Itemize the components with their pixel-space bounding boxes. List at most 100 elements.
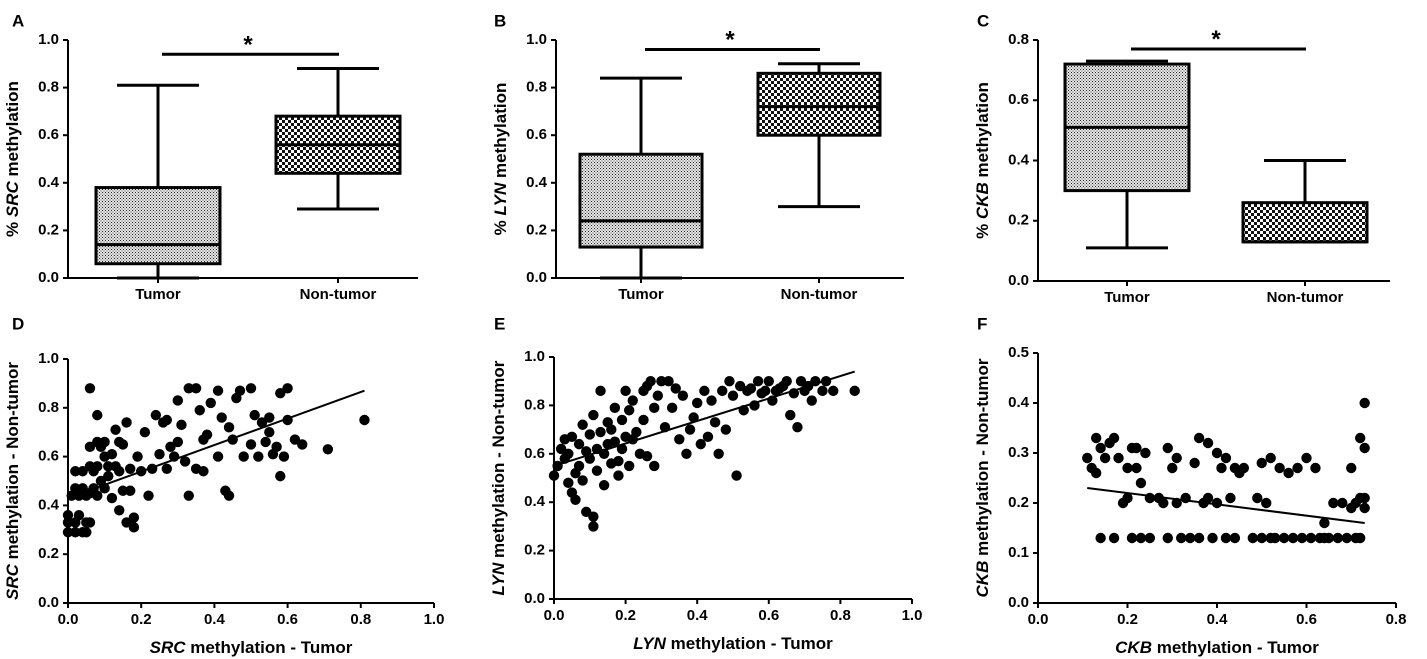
data-point	[1359, 492, 1370, 504]
y-tick-label: 1.0	[38, 350, 59, 367]
data-point	[150, 409, 162, 421]
panel-letter: E	[494, 314, 505, 333]
data-point	[623, 405, 635, 416]
data-point	[623, 460, 635, 472]
data-point	[1238, 462, 1250, 474]
data-point	[165, 441, 176, 453]
data-point	[84, 517, 96, 528]
data-point	[125, 463, 136, 474]
data-point	[577, 419, 588, 430]
regression-line	[1087, 487, 1365, 524]
data-point	[1171, 452, 1182, 464]
data-point	[1261, 497, 1272, 509]
data-point	[103, 470, 114, 482]
data-point	[62, 517, 74, 528]
data-point	[1176, 532, 1187, 544]
data-point	[249, 409, 260, 421]
x-tick-label: 0.0	[58, 611, 79, 628]
data-point	[577, 475, 588, 486]
data-point	[264, 427, 275, 438]
data-point	[595, 426, 606, 438]
data-point	[1332, 532, 1344, 544]
y-tick-label: 0.8	[524, 396, 545, 413]
data-point	[322, 444, 334, 455]
y-tick-label: 0.2	[1008, 494, 1029, 511]
y-axis-title: LYN methylation - Non-tumor	[489, 360, 508, 595]
data-point	[1252, 492, 1263, 504]
data-point	[73, 509, 85, 521]
data-point	[172, 395, 183, 406]
x-tick-label: 0.0	[544, 607, 565, 624]
data-point	[1355, 532, 1366, 544]
y-tick-label: 0.4	[38, 174, 60, 191]
data-point	[359, 414, 370, 426]
data-point	[132, 451, 143, 462]
data-point	[695, 438, 706, 450]
data-point	[1126, 532, 1138, 544]
data-point	[1305, 532, 1317, 544]
significance-star: *	[243, 31, 253, 58]
x-tick-label: 0.8	[830, 607, 851, 624]
panel-a: A 0.0 0.2 0.4 0.6 0.8 1.0 % SRC methylation Tumo…	[3, 11, 418, 303]
data-point	[1216, 462, 1227, 474]
data-point	[172, 436, 183, 448]
data-point	[70, 466, 81, 477]
data-point	[616, 414, 628, 426]
data-point	[1247, 532, 1259, 544]
panel-letter: B	[494, 11, 506, 30]
data-point	[1310, 462, 1321, 474]
data-point	[1167, 462, 1178, 474]
data-point	[849, 385, 860, 397]
data-point	[1265, 452, 1276, 464]
x-tick-label: 0.2	[131, 611, 152, 628]
data-point	[1082, 452, 1093, 464]
data-point	[806, 395, 817, 406]
data-point	[573, 438, 585, 450]
data-point	[1220, 452, 1232, 464]
data-point	[1283, 467, 1294, 479]
regression-line	[67, 389, 365, 500]
panel-letter: C	[977, 11, 989, 30]
data-point	[563, 477, 574, 489]
y-tick-label: 1.0	[524, 348, 545, 365]
data-point	[260, 436, 271, 448]
data-point	[1090, 432, 1102, 444]
data-point	[1225, 492, 1236, 504]
data-point	[139, 427, 151, 438]
y-tick-label: 0.5	[1008, 344, 1029, 361]
data-point	[1095, 442, 1106, 454]
data-point	[1162, 532, 1173, 544]
data-point	[627, 395, 638, 406]
data-point	[84, 441, 96, 453]
data-point	[709, 417, 721, 428]
data-point	[179, 456, 191, 467]
data-point	[1328, 497, 1339, 509]
data-point	[681, 448, 692, 459]
data-point	[785, 409, 796, 421]
data-point	[745, 383, 757, 394]
data-point	[641, 451, 653, 462]
category-label: Non-tumor	[300, 286, 377, 303]
y-tick-label: 0.4	[526, 174, 548, 191]
data-point	[727, 390, 739, 401]
data-point	[720, 424, 732, 435]
data-point	[1158, 497, 1169, 509]
data-point	[649, 402, 660, 414]
data-point	[125, 485, 136, 496]
y-tick-label: 0.6	[38, 126, 59, 143]
data-point	[92, 409, 103, 421]
x-axis-title: SRC methylation - Tumor	[150, 638, 353, 657]
data-point	[670, 383, 681, 394]
data-point	[763, 376, 774, 387]
data-point	[216, 412, 227, 423]
data-point	[652, 390, 664, 401]
panel-d: D 0.0 0.2 0.4 0.6 0.8 1.0 SRC methylation - Non…	[3, 314, 444, 657]
y-tick-label: 1.0	[526, 31, 547, 48]
data-point	[638, 414, 649, 426]
data-point	[666, 402, 678, 414]
data-point	[264, 412, 275, 423]
y-tick-label: 0.6	[1008, 91, 1029, 108]
y-tick-label: 0.0	[1008, 594, 1029, 611]
y-tick-label: 0.8	[526, 79, 547, 96]
